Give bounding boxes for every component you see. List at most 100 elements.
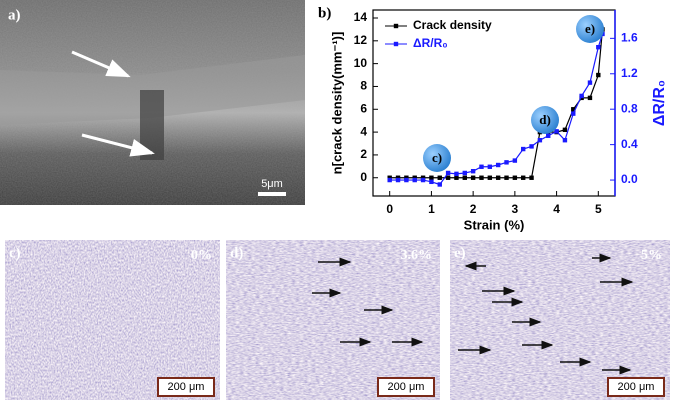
point: [420, 177, 426, 183]
y2-tick-label: 1.2: [621, 66, 638, 80]
x-axis-title: Strain (%): [464, 217, 525, 232]
point: [495, 162, 501, 168]
sem-panel: a) 5μm: [0, 0, 305, 205]
x-tick-label: 0: [386, 202, 393, 216]
chart: b) 0 1 2 3 4 5024681012140.00.40.81.21.6Strai…: [318, 5, 668, 232]
y-tick-label: 8: [360, 79, 367, 93]
point: [562, 127, 568, 133]
point: [454, 175, 459, 180]
point: [470, 169, 476, 174]
point: [395, 177, 401, 183]
legend-marker: [393, 23, 399, 29]
legend-marker: [393, 41, 399, 47]
micrograph: [450, 240, 670, 400]
y2-tick-label: 0.4: [621, 137, 638, 151]
series-line: [389, 29, 604, 179]
point: [412, 177, 417, 183]
point: [404, 177, 409, 183]
panel-label: b): [318, 5, 331, 21]
y2-tick-label: 0.0: [621, 172, 638, 186]
scale-bar: [258, 192, 286, 196]
point: [512, 175, 518, 180]
micrograph: [226, 240, 440, 400]
y2-tick-label: 0.8: [621, 101, 638, 115]
y-axis-title: n[crack density(mm⁻¹)]: [329, 32, 344, 175]
annotation-bubble: [531, 106, 559, 134]
point: [462, 175, 467, 180]
point: [529, 144, 534, 149]
point: [579, 93, 584, 99]
legend-label: ΔR/R₀: [413, 36, 448, 50]
annotation-bubble: [576, 15, 604, 43]
x-tick-label: 4: [553, 202, 560, 216]
y-tick-label: 4: [360, 124, 367, 138]
y2-axis-title: ΔR/R₀: [651, 80, 668, 126]
scale-label: 200 μm: [618, 381, 655, 393]
point: [596, 45, 601, 50]
point: [395, 175, 401, 180]
point: [387, 175, 392, 180]
point: [495, 175, 501, 180]
point: [546, 133, 551, 138]
x-tick-label: 1: [428, 202, 435, 216]
point: [504, 160, 509, 165]
x-tick-label: 5: [595, 202, 602, 216]
point: [521, 146, 526, 152]
point: [596, 72, 601, 78]
point: [429, 175, 434, 180]
point: [562, 138, 568, 143]
point: [487, 164, 493, 169]
panel-label: d): [230, 245, 243, 261]
scale-label: 200 μm: [168, 381, 205, 393]
micrograph: [5, 240, 220, 400]
point: [537, 138, 543, 143]
y2-tick-label: 1.6: [621, 31, 638, 45]
point: [454, 171, 459, 177]
point: [420, 175, 426, 180]
series-line: [389, 33, 604, 186]
annotation-bubble: [423, 144, 451, 172]
scale-label: 200 μm: [388, 381, 425, 393]
panel-label: a): [8, 7, 21, 23]
y-tick-label: 12: [354, 33, 368, 47]
point: [445, 175, 451, 180]
y-tick-label: 14: [354, 10, 368, 24]
point: [554, 129, 559, 134]
point: [571, 107, 576, 112]
point: [445, 170, 451, 176]
panel-label: e): [454, 245, 466, 261]
scale-box: [157, 377, 215, 397]
point: [504, 175, 509, 180]
point: [587, 80, 593, 85]
point: [512, 158, 518, 163]
point: [571, 111, 576, 116]
legend-label: Crack density: [413, 18, 492, 32]
point: [479, 164, 484, 169]
scale-box: [607, 377, 665, 397]
point: [437, 182, 442, 187]
y-tick-label: 2: [360, 147, 367, 161]
point: [479, 175, 484, 180]
annotation-label: c): [432, 150, 442, 165]
arrow: [81, 133, 155, 157]
point: [529, 175, 534, 180]
point: [429, 179, 434, 185]
panel-label: c): [9, 245, 21, 261]
point: [404, 175, 409, 180]
micrographs: c) 0% 200 μm d) 3.6% 200 μm e) 5% 200 μm: [5, 240, 670, 400]
point: [387, 177, 392, 183]
scale-box: [377, 377, 435, 397]
annotation-label: e): [585, 21, 595, 36]
point: [587, 95, 593, 101]
arrow: [71, 50, 131, 78]
strain-label: 0%: [191, 248, 212, 263]
annotation-label: d): [539, 112, 551, 127]
point: [437, 175, 442, 180]
x-tick-label: 2: [470, 202, 477, 216]
strain-label: 5%: [641, 248, 662, 263]
point: [412, 175, 417, 180]
x-tick-label: 3: [512, 202, 519, 216]
point: [487, 175, 493, 180]
strain-label: 3.6%: [401, 248, 433, 263]
